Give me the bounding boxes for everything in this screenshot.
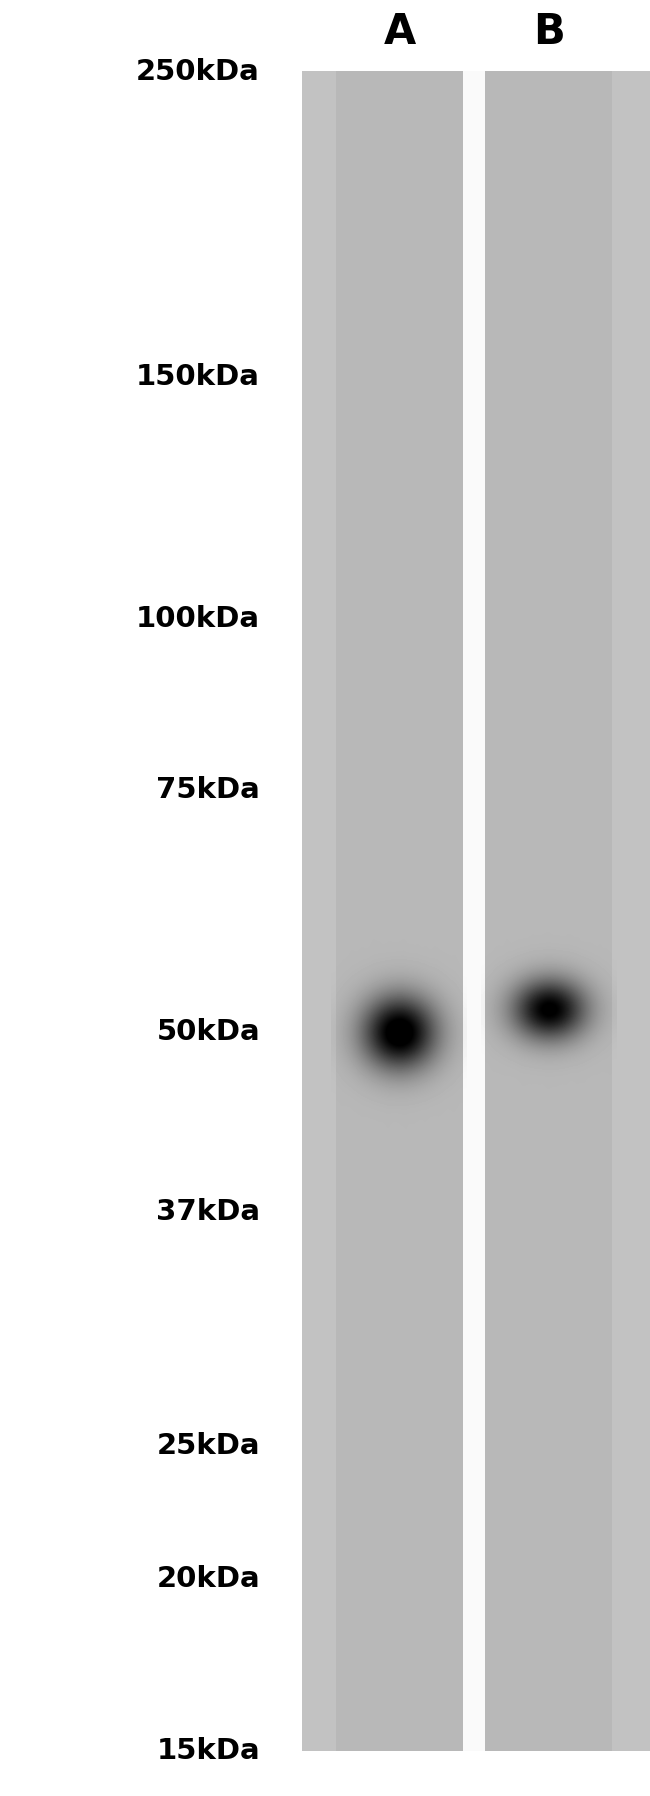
Text: B: B (534, 11, 565, 54)
Text: 250kDa: 250kDa (136, 57, 260, 86)
Text: 75kDa: 75kDa (156, 776, 260, 805)
Text: 25kDa: 25kDa (157, 1431, 260, 1460)
Text: 150kDa: 150kDa (136, 363, 260, 392)
Text: A: A (384, 11, 416, 54)
Text: 20kDa: 20kDa (157, 1566, 260, 1593)
Text: 37kDa: 37kDa (156, 1198, 260, 1227)
Text: 50kDa: 50kDa (157, 1018, 260, 1047)
Text: 100kDa: 100kDa (136, 605, 260, 632)
Text: 15kDa: 15kDa (157, 1737, 260, 1765)
